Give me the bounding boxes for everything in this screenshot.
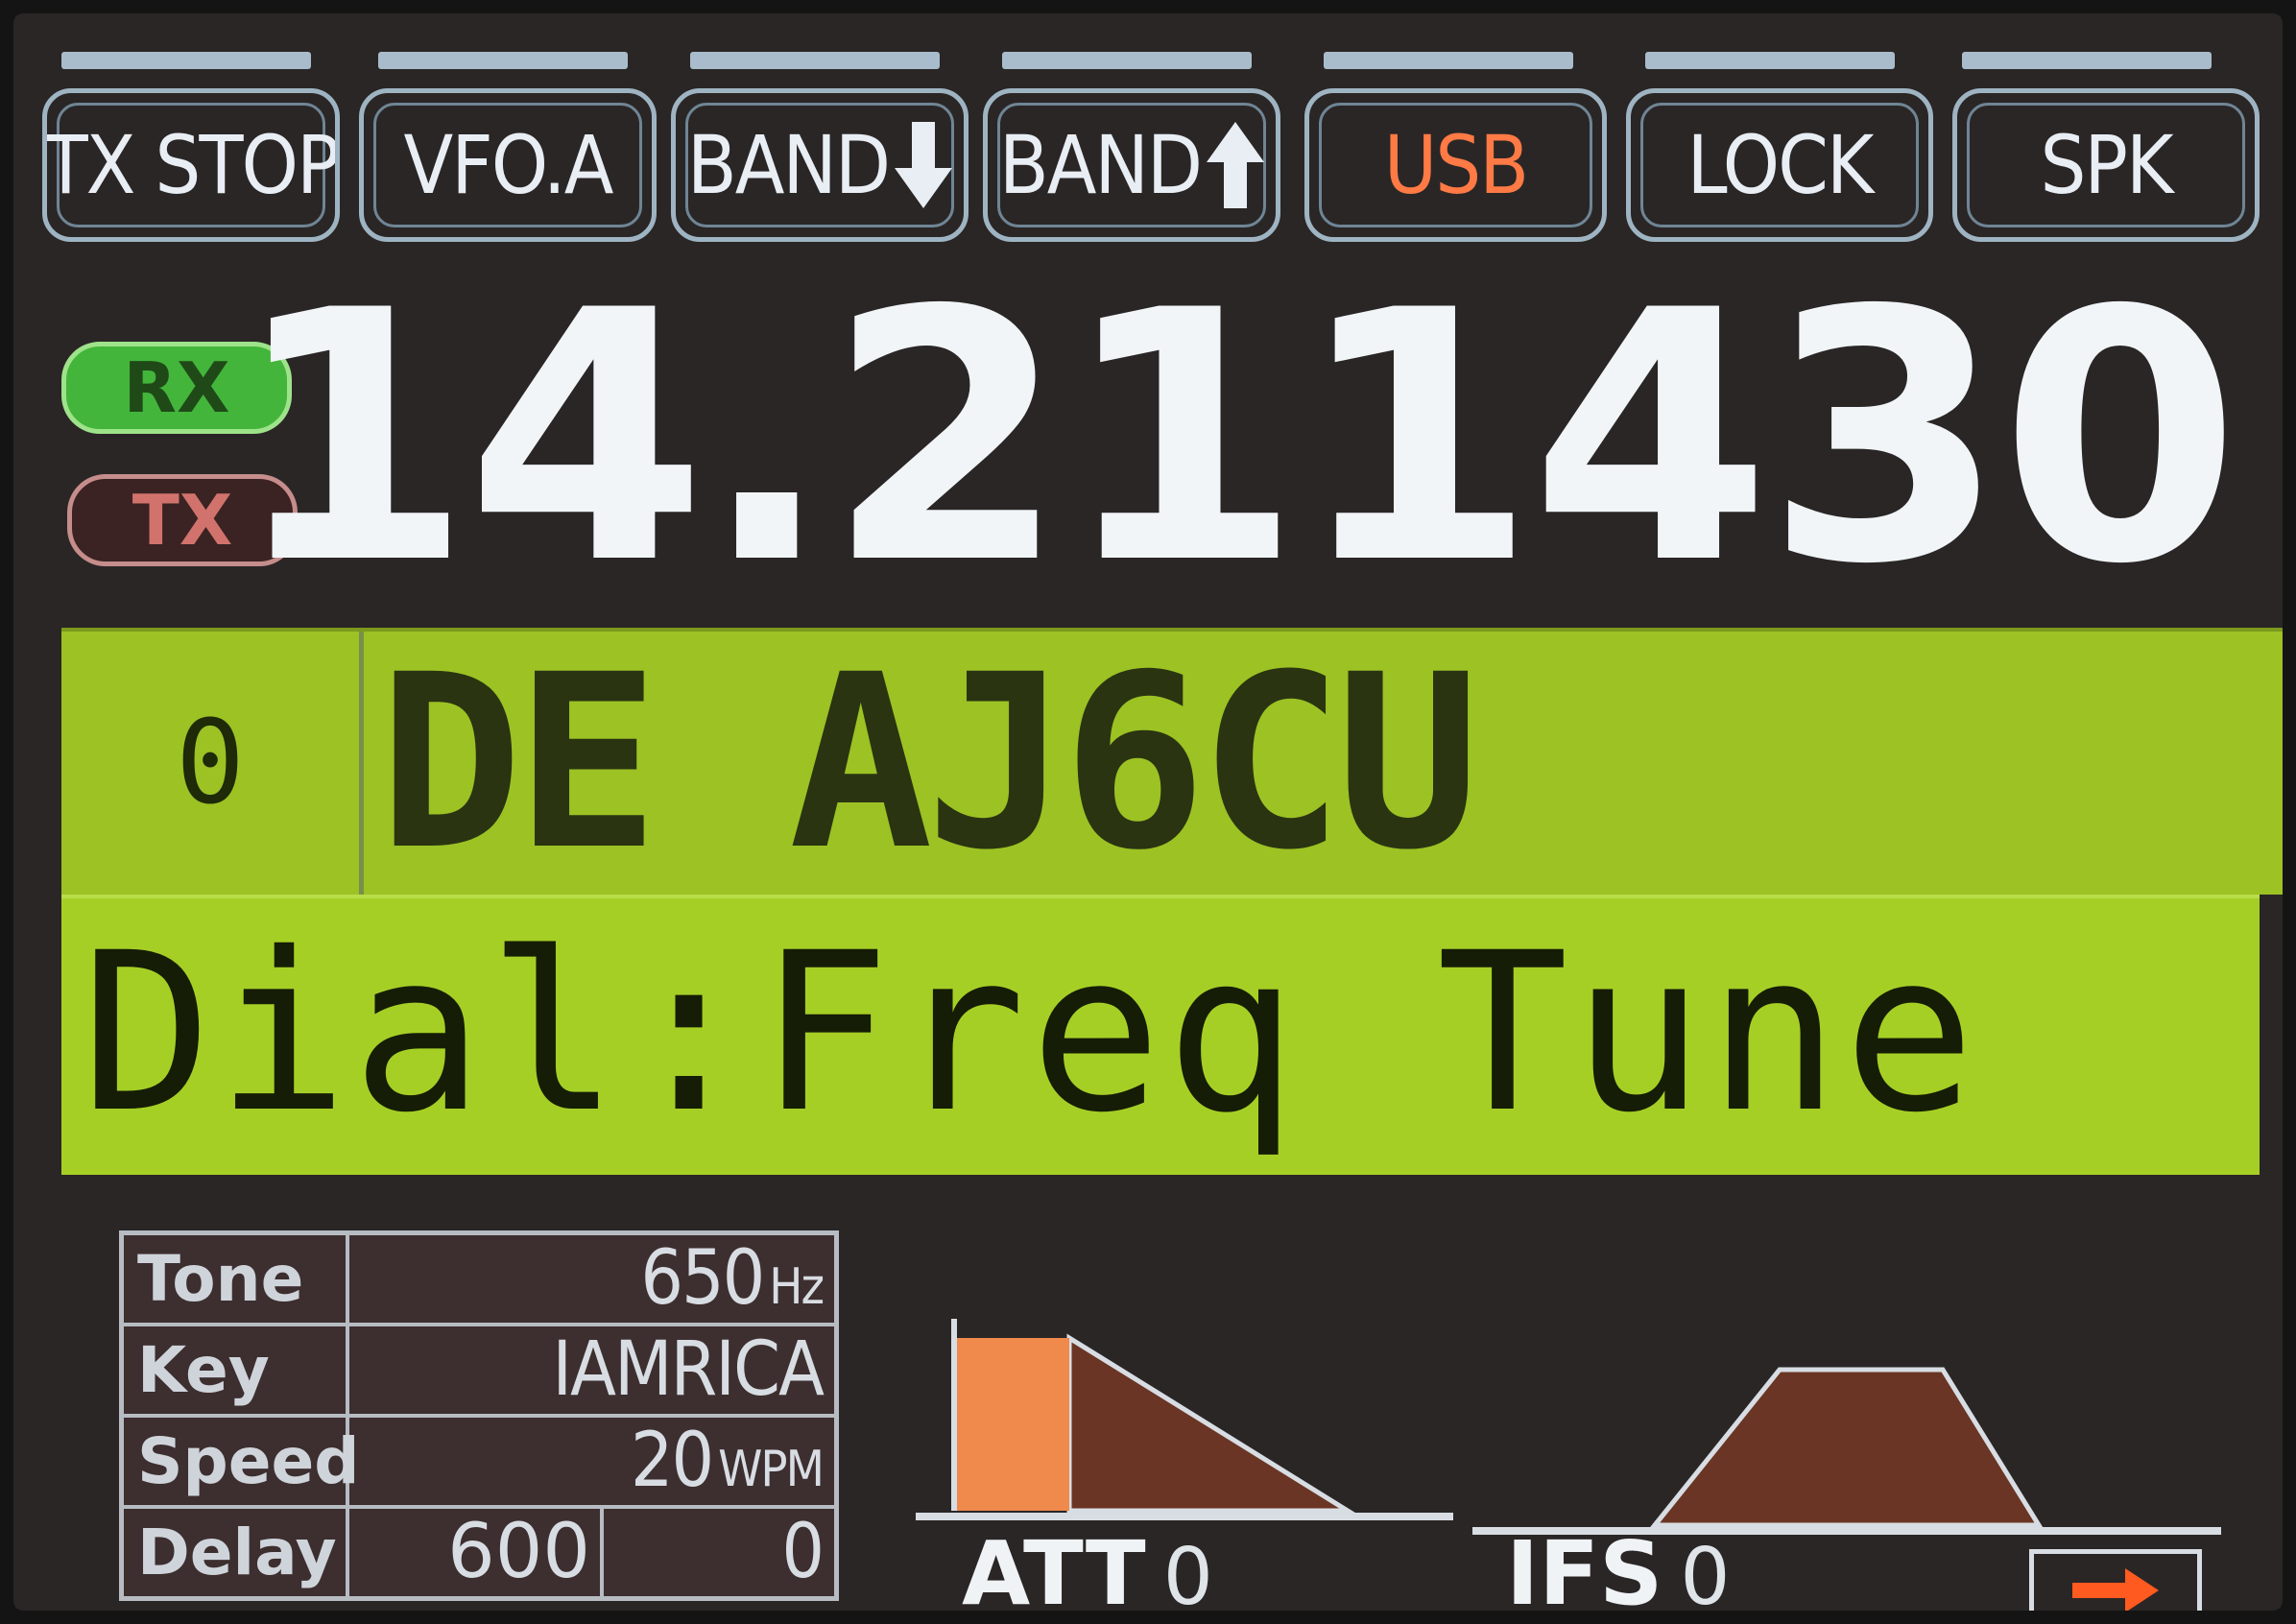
tone-label: Tone bbox=[124, 1235, 349, 1323]
band-up-label: BAND bbox=[998, 118, 1203, 212]
band-down-button[interactable]: BAND bbox=[671, 88, 969, 242]
lock-button[interactable]: LOCK bbox=[1626, 88, 1933, 242]
button-indicator bbox=[61, 52, 311, 69]
radio-display: TX STOP VFO.A BAND BAND USB LOCK SPK RX … bbox=[13, 13, 2283, 1611]
delay-value-2: 0 bbox=[781, 1509, 825, 1595]
mode-usb-button[interactable]: USB bbox=[1304, 88, 1607, 242]
dial-mode-line: Dial:Freq Tune bbox=[61, 895, 2260, 1175]
table-row[interactable]: Tone 650 Hz bbox=[124, 1235, 834, 1326]
ifs-label: IFS bbox=[1506, 1522, 1663, 1612]
ifs-filter-graph[interactable] bbox=[1463, 1343, 2231, 1544]
att-readout: ATT 0 bbox=[962, 1530, 1213, 1612]
tx-label: TX bbox=[132, 480, 233, 561]
frequency-display[interactable]: 14.211430 bbox=[231, 237, 2240, 639]
table-row[interactable]: Delay 600 0 bbox=[124, 1509, 834, 1600]
decoder-line: 0 DE AJ6CU bbox=[61, 628, 2283, 895]
band-down-label: BAND bbox=[686, 118, 891, 212]
table-row[interactable]: Key IAMRICA bbox=[124, 1326, 834, 1418]
att-value: 0 bbox=[1162, 1532, 1213, 1612]
decoder-index: 0 bbox=[61, 632, 364, 895]
att-slope bbox=[1066, 1333, 1356, 1514]
rx-indicator: RX bbox=[61, 342, 292, 434]
button-indicator bbox=[1002, 52, 1252, 69]
key-label: Key bbox=[124, 1326, 349, 1414]
table-row[interactable]: Speed 20 WPM bbox=[124, 1418, 834, 1509]
mode-label: USB bbox=[1383, 118, 1529, 212]
button-indicator bbox=[1962, 52, 2212, 69]
att-label: ATT bbox=[962, 1522, 1146, 1612]
lock-label: LOCK bbox=[1686, 118, 1875, 212]
band-up-button[interactable]: BAND bbox=[983, 88, 1280, 242]
button-indicator bbox=[690, 52, 940, 69]
tx-stop-label: TX STOP bbox=[43, 118, 339, 212]
tx-indicator: TX bbox=[67, 474, 298, 566]
att-graph[interactable] bbox=[916, 1300, 1453, 1540]
vfo-label: VFO.A bbox=[403, 118, 614, 212]
delay-value: 600 bbox=[354, 1509, 604, 1596]
arrow-up-icon bbox=[1207, 122, 1265, 208]
key-value: IAMRICA bbox=[552, 1326, 825, 1413]
rx-label: RX bbox=[123, 347, 230, 428]
tone-value: 650 Hz bbox=[640, 1235, 825, 1322]
arrow-right-icon bbox=[2072, 1567, 2159, 1611]
ifs-readout: IFS 0 bbox=[1506, 1530, 1731, 1612]
speaker-button[interactable]: SPK bbox=[1952, 88, 2260, 242]
delay-label: Delay bbox=[124, 1509, 349, 1596]
next-page-button[interactable] bbox=[2029, 1549, 2202, 1611]
speed-value: 20 WPM bbox=[630, 1418, 825, 1504]
button-indicator bbox=[378, 52, 628, 69]
ifs-value: 0 bbox=[1680, 1532, 1731, 1612]
att-bar bbox=[954, 1338, 1069, 1511]
speed-label: Speed bbox=[124, 1418, 360, 1505]
vfo-a-button[interactable]: VFO.A bbox=[359, 88, 657, 242]
cw-settings-table: Tone 650 Hz Key IAMRICA Speed 20 WPM Delay… bbox=[119, 1230, 839, 1601]
ifs-passband bbox=[1649, 1367, 2044, 1528]
button-indicator bbox=[1645, 52, 1895, 69]
button-indicator bbox=[1324, 52, 1573, 69]
decoder-text: DE AJ6CU bbox=[378, 623, 1480, 902]
arrow-down-icon bbox=[895, 122, 953, 208]
tx-stop-button[interactable]: TX STOP bbox=[42, 88, 340, 242]
speaker-label: SPK bbox=[2040, 118, 2173, 212]
